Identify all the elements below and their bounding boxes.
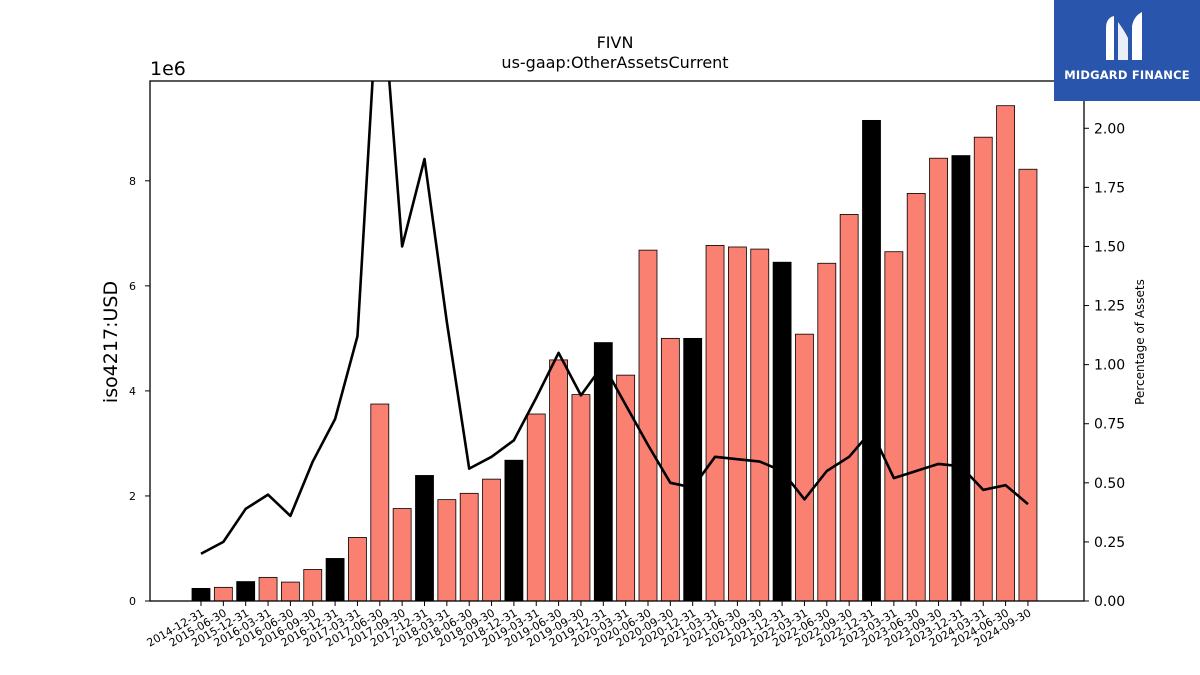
bar: [884, 251, 904, 602]
y-right-tick-label: 0.25: [1094, 535, 1125, 551]
bar: [571, 394, 591, 602]
midgard-logo-icon: [1106, 12, 1142, 60]
brand-logo: MIDGARD FINANCE: [1054, 0, 1200, 101]
chart-subtitle: us-gaap:OtherAssetsCurrent: [501, 53, 728, 72]
bar: [1018, 168, 1038, 602]
bar: [258, 576, 278, 602]
bar: [191, 587, 211, 602]
bar: [750, 248, 770, 602]
bar: [549, 359, 568, 602]
x-axis-ticks: 2014-12-312015-06-302015-12-312016-03-31…: [145, 601, 1033, 650]
bar: [370, 403, 390, 602]
bar: [973, 136, 993, 602]
y-left-tick-label: 6: [129, 280, 136, 293]
percentage-line-series: [200, 81, 1029, 555]
bar: [929, 157, 948, 602]
y-right-tick-label: 1.00: [1094, 358, 1125, 374]
bar: [862, 119, 881, 602]
y-right-tick-label: 0.75: [1094, 417, 1125, 433]
bar: [504, 459, 524, 602]
bar: [392, 508, 412, 602]
bar: [593, 342, 613, 602]
bar: [415, 475, 434, 602]
bar: [348, 537, 367, 602]
bar: [996, 105, 1015, 602]
y-right-tick-label: 1.50: [1094, 239, 1125, 255]
y-right-tick-label: 1.25: [1094, 299, 1125, 315]
bar: [817, 262, 837, 602]
y-right-tick-label: 2.00: [1094, 121, 1125, 137]
chart-title: FIVN: [597, 33, 634, 52]
bar: [638, 249, 658, 602]
y-axis-right-ticks: 0.00 0.25 0.50 0.75 1.00 1.25 1.50 1.75 2.00: [1084, 121, 1125, 610]
y-right-tick-label: 0.50: [1094, 476, 1125, 492]
bar: [728, 246, 747, 602]
bar: [459, 492, 479, 602]
y-axis-right-label: Percentage of Assets: [1133, 279, 1147, 405]
bar: [303, 569, 323, 602]
bar: [236, 581, 256, 602]
percentage-line: [200, 81, 1029, 555]
y-left-tick-label: 8: [129, 175, 136, 188]
bar: [683, 337, 703, 602]
bar: [482, 478, 501, 602]
y-right-tick-label: 1.75: [1094, 180, 1125, 196]
logo-text: MIDGARD FINANCE: [1064, 68, 1190, 82]
bar: [325, 558, 345, 602]
bar: [772, 261, 792, 602]
bar: [526, 413, 546, 602]
bar: [906, 192, 926, 602]
y-left-tick-label: 4: [129, 385, 136, 398]
bar: [705, 244, 725, 602]
y-axis-left-label: iso4217:USD: [100, 281, 122, 403]
plot-frame: [149, 80, 1085, 602]
y-left-tick-label: 2: [129, 490, 136, 503]
bar: [795, 333, 814, 602]
bar: [280, 581, 300, 602]
bar: [951, 155, 971, 602]
y-right-tick-label: 0.00: [1094, 594, 1125, 610]
bar: [437, 499, 457, 602]
y-axis-multiplier: 1e6: [150, 58, 186, 80]
y-axis-left-ticks: 0 2 4 6 8: [129, 175, 150, 608]
bar: [839, 214, 859, 602]
bar-series: [191, 105, 1038, 602]
y-left-tick-label: 0: [129, 595, 136, 608]
bar: [616, 374, 636, 602]
bar: [213, 586, 233, 602]
